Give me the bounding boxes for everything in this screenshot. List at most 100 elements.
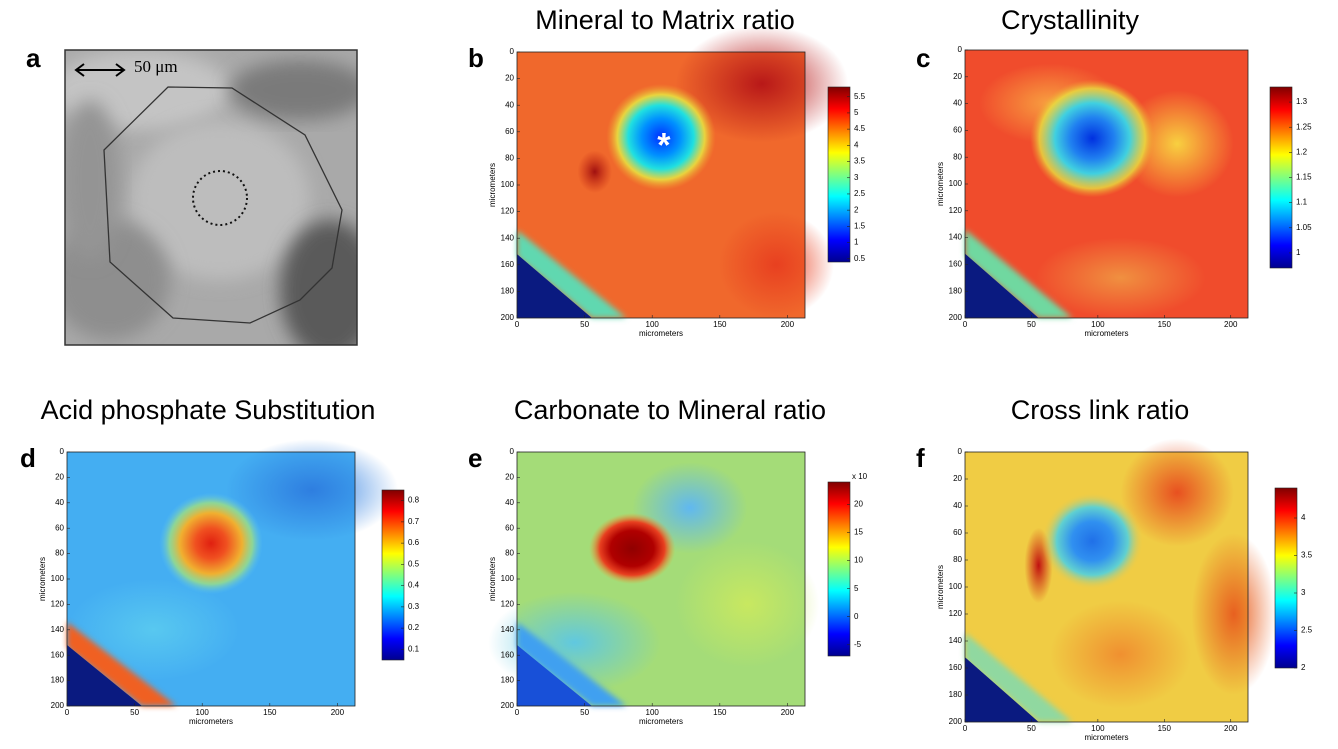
y-tick-label: 120: [949, 609, 963, 618]
x-tick-label: 150: [713, 320, 727, 329]
y-tick-label: 200: [949, 313, 963, 322]
x-tick-label: 200: [781, 708, 795, 717]
x-axis-label: micrometers: [639, 329, 683, 338]
x-tick-label: 200: [331, 708, 345, 717]
y-tick-label: 140: [949, 233, 963, 242]
heatmap: [965, 439, 1276, 723]
x-tick-label: 100: [646, 320, 660, 329]
panel-label: c: [916, 43, 930, 73]
panel-label: e: [468, 443, 482, 473]
y-tick-label: 120: [501, 600, 515, 609]
x-tick-label: 50: [1027, 724, 1036, 733]
colorbar-tick-label: 3.5: [1301, 551, 1313, 560]
y-axis-label: micrometers: [936, 565, 945, 609]
heatmap: [965, 50, 1248, 318]
y-axis-label: micrometers: [488, 557, 497, 601]
y-tick-label: 160: [949, 260, 963, 269]
x-tick-label: 0: [963, 724, 968, 733]
colorbar: [828, 87, 850, 262]
y-tick-label: 100: [51, 574, 65, 583]
y-tick-label: 80: [953, 555, 962, 564]
colorbar-tick-label: 1: [854, 238, 859, 247]
x-tick-label: 150: [1158, 320, 1172, 329]
x-tick-label: 200: [781, 320, 795, 329]
heatmap: [488, 452, 819, 706]
y-tick-label: 80: [505, 549, 514, 558]
colorbar-tick-label: 1.5: [854, 221, 866, 230]
colorbar-tick-label: 4: [1301, 513, 1306, 522]
y-tick-label: 180: [501, 287, 515, 296]
x-tick-label: 100: [196, 708, 210, 717]
y-tick-label: 160: [51, 650, 65, 659]
y-tick-label: 200: [949, 717, 963, 726]
colorbar-multiplier: x 10: [852, 472, 868, 481]
x-tick-label: 0: [515, 708, 520, 717]
y-tick-label: 160: [501, 650, 515, 659]
x-tick-label: 0: [65, 708, 70, 717]
colorbar-tick-label: -5: [854, 640, 862, 649]
panel-title: Acid phosphate Substitution: [41, 395, 376, 425]
heatmap: [67, 439, 398, 706]
y-tick-label: 40: [953, 99, 962, 108]
x-tick-label: 50: [580, 320, 589, 329]
panel-title: Crystallinity: [1001, 5, 1140, 35]
colorbar-tick-label: 1.15: [1296, 173, 1312, 182]
colorbar-tick-label: 1.1: [1296, 198, 1308, 207]
y-tick-label: 20: [505, 74, 514, 83]
panel-label: f: [916, 443, 925, 473]
x-tick-label: 100: [646, 708, 660, 717]
colorbar-tick-label: 1: [1296, 248, 1301, 257]
y-tick-label: 60: [953, 126, 962, 135]
panel-label: d: [20, 443, 36, 473]
y-tick-label: 0: [510, 447, 515, 456]
x-axis-label: micrometers: [189, 717, 233, 726]
x-tick-label: 50: [580, 708, 589, 717]
y-tick-label: 200: [501, 313, 515, 322]
colorbar-tick-label: 2.5: [854, 189, 866, 198]
colorbar-tick-label: 2.5: [1301, 626, 1313, 635]
colorbar-tick-label: 0.1: [408, 644, 420, 653]
y-tick-label: 80: [55, 549, 64, 558]
y-tick-label: 100: [949, 179, 963, 188]
x-tick-label: 150: [713, 708, 727, 717]
x-tick-label: 200: [1224, 724, 1238, 733]
colorbar-tick-label: 0.3: [408, 602, 420, 611]
y-tick-label: 200: [51, 701, 65, 710]
y-tick-label: 40: [505, 100, 514, 109]
colorbar-tick-label: 4: [854, 140, 859, 149]
colorbar-tick-label: 20: [854, 500, 863, 509]
y-tick-label: 100: [501, 180, 515, 189]
scale-bar-label: 50 μm: [134, 57, 178, 76]
colorbar-tick-label: 0.2: [408, 623, 420, 632]
y-tick-label: 140: [501, 625, 515, 634]
marker: *: [657, 127, 671, 165]
y-tick-label: 40: [55, 498, 64, 507]
colorbar-tick-label: 3: [1301, 588, 1306, 597]
y-tick-label: 180: [51, 676, 65, 685]
colorbar-tick-label: 5.5: [854, 92, 866, 101]
x-tick-label: 150: [1158, 724, 1172, 733]
heatmap: [517, 25, 848, 318]
y-tick-label: 80: [505, 154, 514, 163]
colorbar-tick-label: 0.5: [854, 254, 866, 263]
colorbar-tick-label: 1.05: [1296, 223, 1312, 232]
y-tick-label: 80: [953, 152, 962, 161]
y-tick-label: 120: [501, 207, 515, 216]
y-tick-label: 60: [953, 528, 962, 537]
y-tick-label: 20: [953, 474, 962, 483]
colorbar-tick-label: 0.8: [408, 496, 420, 505]
panel-title: Carbonate to Mineral ratio: [514, 395, 826, 425]
y-tick-label: 200: [501, 701, 515, 710]
y-tick-label: 60: [505, 523, 514, 532]
colorbar-tick-label: 0.7: [408, 517, 420, 526]
colorbar-tick-label: 2: [854, 205, 859, 214]
y-tick-label: 20: [505, 473, 514, 482]
x-tick-label: 50: [130, 708, 139, 717]
y-tick-label: 100: [501, 574, 515, 583]
colorbar-tick-label: 1.25: [1296, 122, 1312, 131]
colorbar-tick-label: 3.5: [854, 157, 866, 166]
colorbar-tick-label: 10: [854, 556, 863, 565]
colorbar-tick-label: 5: [854, 108, 859, 117]
y-tick-label: 60: [505, 127, 514, 136]
colorbar-tick-label: 0: [854, 612, 859, 621]
